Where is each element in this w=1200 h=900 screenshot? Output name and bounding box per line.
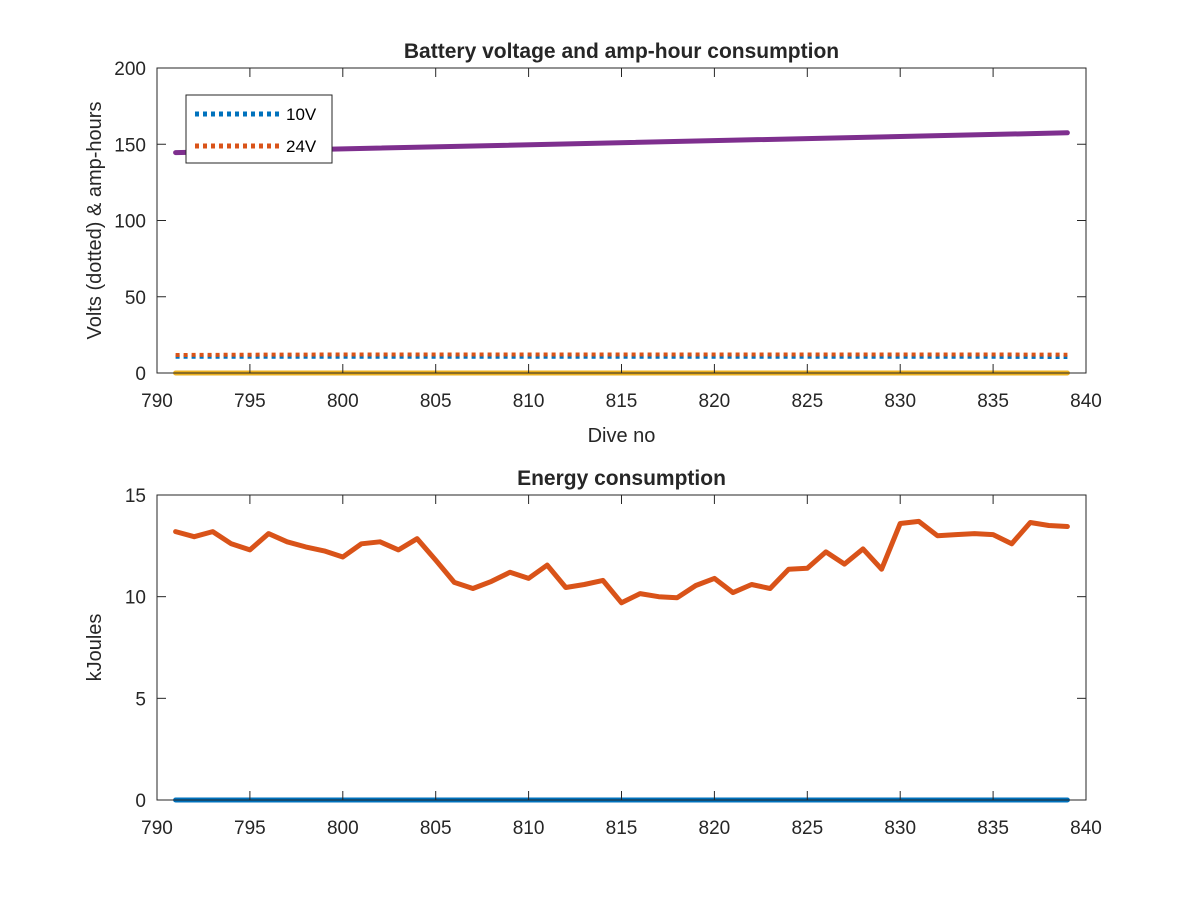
x-tick-label: 835 (977, 391, 1009, 412)
x-tick-label: 805 (420, 818, 452, 839)
y-tick-label: 5 (135, 689, 146, 710)
x-tick-label: 840 (1070, 391, 1102, 412)
energy-ticks: 790 795 800 805 810 815 820 825 830 835 840 0 5 10 15 (125, 486, 1102, 839)
voltage-legend: 10V 24V (185, 94, 333, 164)
y-tick-label: 15 (125, 486, 146, 507)
y-tick-label: 150 (114, 135, 146, 156)
x-tick-label: 825 (791, 818, 823, 839)
x-tick-label: 795 (234, 818, 266, 839)
y-tick-label: 100 (114, 212, 146, 233)
x-tick-label: 810 (513, 818, 545, 839)
legend-label-24v: 24V (286, 137, 317, 156)
x-tick-label: 825 (791, 391, 823, 412)
y-tick-label: 0 (135, 364, 146, 385)
x-tick-label: 820 (699, 818, 731, 839)
series-line-plot1-0 (173, 518, 1070, 606)
x-tick-label: 810 (513, 391, 545, 412)
voltage-chart-title: Battery voltage and amp-hour consumption (404, 40, 839, 63)
voltage-axes: 790 795 800 805 810 815 820 825 830 835 840 0 50 100 1… (84, 40, 1102, 447)
energy-y-axis-label: kJoules (84, 614, 106, 682)
energy-chart-title: Energy consumption (517, 467, 726, 490)
legend-box (185, 94, 333, 164)
x-tick-label: 830 (884, 391, 916, 412)
x-tick-label: 800 (327, 818, 359, 839)
x-tick-label: 815 (606, 391, 638, 412)
voltage-x-axis-label: Dive no (588, 425, 656, 447)
energy-axes: 790 795 800 805 810 815 820 825 830 835 840051015 … (84, 467, 1102, 839)
x-tick-label: 800 (327, 391, 359, 412)
x-tick-label: 790 (141, 391, 173, 412)
voltage-y-axis-label: Volts (dotted) & amp-hours (84, 102, 106, 340)
x-tick-label: 830 (884, 818, 916, 839)
x-tick-label: 805 (420, 391, 452, 412)
x-tick-label: 840 (1070, 818, 1102, 839)
x-tick-label: 835 (977, 818, 1009, 839)
y-tick-label: 200 (114, 59, 146, 80)
legend-label-10v: 10V (286, 105, 317, 124)
series-line-24v (175, 352, 1068, 357)
y-tick-label: 50 (125, 288, 146, 309)
x-tick-label: 790 (141, 818, 173, 839)
y-tick-label: 10 (125, 588, 146, 609)
x-tick-label: 795 (234, 391, 266, 412)
x-tick-label: 820 (699, 391, 731, 412)
x-tick-label: 815 (606, 818, 638, 839)
y-tick-label: 0 (135, 791, 146, 812)
voltage-ticks: 790 795 800 805 810 815 820 825 830 835 840 0 50 100 1… (114, 59, 1102, 412)
